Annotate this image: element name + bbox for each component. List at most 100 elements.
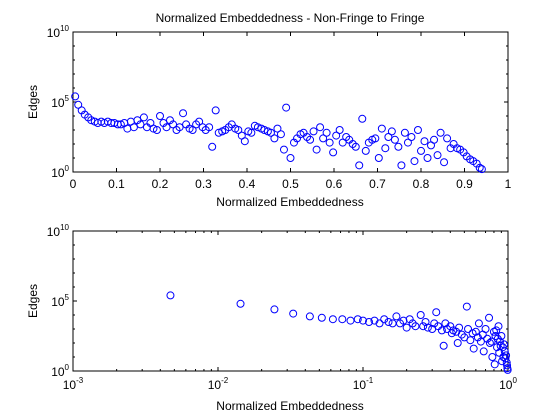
data-point: [490, 360, 499, 369]
data-point: [74, 100, 83, 109]
data-point: [358, 114, 367, 123]
data-point: [453, 339, 462, 347]
data-point: [365, 318, 374, 327]
data-point: [477, 165, 486, 174]
data-point: [179, 109, 188, 118]
data-point: [462, 302, 471, 311]
data-point: [306, 135, 315, 144]
y-tick-label: 100: [51, 363, 69, 379]
data-point: [236, 299, 245, 308]
data-point: [443, 134, 452, 143]
top-plot-area: [72, 31, 509, 173]
data-point: [214, 128, 223, 137]
y-tick-label-exponent: 10: [60, 24, 69, 33]
data-point: [208, 142, 217, 151]
y-tick-label-base: 10: [51, 295, 65, 309]
data-point: [332, 131, 341, 140]
data-point: [377, 124, 386, 133]
data-point: [319, 134, 328, 143]
data-point: [375, 319, 384, 328]
data-point: [312, 145, 321, 154]
data-point: [400, 128, 409, 137]
top-plot: Normalized Embeddedness - Non-Fringe to …: [26, 11, 512, 209]
data-point: [397, 161, 406, 170]
data-point: [496, 341, 505, 350]
data-point: [359, 316, 367, 325]
x-tick-label-base: 10: [63, 378, 77, 392]
data-point: [260, 126, 269, 134]
x-tick-label: 0.8: [413, 177, 430, 191]
data-point: [338, 138, 347, 147]
y-tick-label-exponent: 0: [65, 164, 70, 173]
data-point: [211, 106, 220, 115]
y-tick-label: 1010: [47, 24, 70, 40]
data-point: [488, 353, 497, 361]
data-point: [156, 112, 164, 120]
data-point: [433, 151, 442, 160]
top-plot-title: Normalized Embeddedness - Non-Fringe to …: [156, 11, 425, 25]
data-point: [175, 123, 184, 132]
data-point: [338, 315, 347, 324]
data-point: [423, 154, 432, 162]
data-point: [71, 92, 80, 101]
data-point: [353, 315, 362, 324]
data-point: [149, 124, 158, 133]
bottom-plot-area: [72, 230, 509, 372]
y-tick-label: 105: [51, 293, 69, 309]
data-point: [335, 126, 344, 134]
data-point: [471, 327, 480, 336]
data-point: [234, 126, 243, 134]
data-point: [136, 120, 145, 129]
data-point: [497, 332, 506, 341]
data-point: [270, 134, 279, 143]
x-tick-label: 10-2: [208, 376, 229, 392]
data-point: [403, 138, 412, 147]
data-point: [316, 123, 325, 132]
data-point: [494, 322, 503, 331]
top-plot-markers: [71, 92, 486, 174]
data-point: [492, 326, 501, 335]
data-point: [503, 365, 512, 374]
data-point: [481, 325, 490, 333]
data-point: [423, 323, 432, 332]
data-point: [475, 163, 484, 172]
data-point: [432, 308, 441, 317]
data-point: [485, 339, 494, 347]
data-point: [273, 124, 282, 133]
data-point: [381, 144, 390, 153]
data-point: [394, 142, 403, 151]
data-point: [413, 126, 422, 134]
x-tick-label: 1: [505, 177, 512, 191]
data-point: [195, 117, 204, 126]
x-tick-label-exponent: -1: [366, 376, 374, 385]
x-tick-label-base: 10: [208, 378, 222, 392]
data-point: [384, 318, 393, 327]
x-tick-label-exponent: -2: [221, 376, 229, 385]
data-point: [282, 103, 291, 112]
data-point: [361, 146, 370, 155]
x-tick-label: 0.2: [152, 177, 169, 191]
x-tick-label: 0.5: [282, 177, 299, 191]
data-point: [371, 134, 380, 143]
data-point: [491, 332, 500, 341]
x-tick-label-exponent: -3: [76, 376, 84, 385]
data-point: [437, 326, 446, 335]
data-point: [419, 322, 428, 331]
data-point: [355, 161, 364, 170]
data-point: [374, 154, 383, 162]
data-point: [392, 312, 401, 321]
bottom-plot-ylabel: Edges: [26, 284, 40, 318]
data-point: [162, 123, 171, 132]
y-tick-label-exponent: 5: [65, 293, 70, 302]
y-tick-label: 105: [51, 94, 69, 110]
data-point: [417, 146, 425, 155]
data-point: [322, 128, 331, 137]
data-point: [253, 123, 262, 132]
data-point: [276, 130, 285, 139]
data-point: [483, 334, 492, 343]
data-point: [116, 120, 125, 129]
data-point: [405, 315, 414, 324]
